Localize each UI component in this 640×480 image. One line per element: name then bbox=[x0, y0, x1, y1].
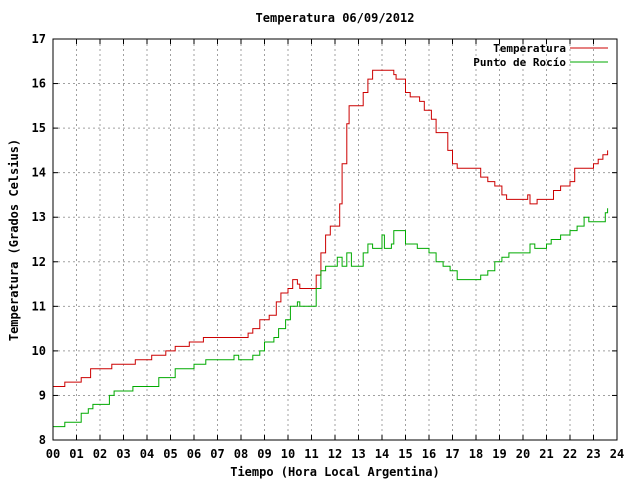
x-tick-label: 24 bbox=[610, 447, 624, 461]
x-tick-label: 07 bbox=[210, 447, 224, 461]
grid bbox=[53, 39, 617, 440]
x-tick-label: 03 bbox=[116, 447, 130, 461]
legend-label-punto-de-rocio: Punto de Rocío bbox=[473, 56, 566, 69]
y-tick-label: 12 bbox=[32, 255, 46, 269]
x-tick-label: 14 bbox=[375, 447, 389, 461]
x-tick-label: 21 bbox=[539, 447, 553, 461]
chart-title: Temperatura 06/09/2012 bbox=[256, 11, 415, 25]
y-tick-label: 16 bbox=[32, 77, 46, 91]
y-tick-label: 9 bbox=[39, 388, 46, 402]
series-line-punto-de-rocio bbox=[53, 208, 609, 428]
x-axis-label: Tiempo (Hora Local Argentina) bbox=[230, 465, 440, 479]
series-line-temperatura bbox=[53, 69, 609, 387]
x-tick-label: 18 bbox=[469, 447, 483, 461]
x-tick-label: 23 bbox=[586, 447, 600, 461]
x-tick-label: 20 bbox=[516, 447, 530, 461]
x-tick-label: 10 bbox=[281, 447, 295, 461]
y-tick-label: 10 bbox=[32, 344, 46, 358]
x-tick-label: 06 bbox=[187, 447, 201, 461]
y-axis-label: Temperatura (Grados Celsius) bbox=[7, 139, 21, 341]
x-tick-label: 01 bbox=[69, 447, 83, 461]
y-tick-label: 15 bbox=[32, 121, 46, 135]
axis-ticks: 00 01 02 03 04 05 06 07 08 09 10 11 12 13 14 15 16 17 18 19… bbox=[32, 32, 625, 461]
x-tick-label: 13 bbox=[351, 447, 365, 461]
x-tick-label: 17 bbox=[445, 447, 459, 461]
series-lines bbox=[53, 69, 609, 428]
x-tick-label: 05 bbox=[163, 447, 177, 461]
y-tick-label: 14 bbox=[32, 166, 46, 180]
y-tick-label: 8 bbox=[39, 433, 46, 447]
x-tick-label: 15 bbox=[398, 447, 412, 461]
x-tick-label: 19 bbox=[492, 447, 506, 461]
x-tick-label: 09 bbox=[257, 447, 271, 461]
x-tick-label: 16 bbox=[422, 447, 436, 461]
x-tick-label: 22 bbox=[563, 447, 577, 461]
x-tick-label: 00 bbox=[46, 447, 60, 461]
x-tick-label: 08 bbox=[234, 447, 248, 461]
x-tick-label: 12 bbox=[328, 447, 342, 461]
y-tick-label: 13 bbox=[32, 210, 46, 224]
legend: Temperatura Punto de Rocío bbox=[473, 42, 608, 69]
y-tick-label: 17 bbox=[32, 32, 46, 46]
legend-label-temperatura: Temperatura bbox=[493, 42, 566, 55]
x-tick-label: 11 bbox=[304, 447, 318, 461]
y-tick-label: 11 bbox=[32, 299, 46, 313]
x-tick-label: 02 bbox=[93, 447, 107, 461]
x-tick-label: 04 bbox=[140, 447, 154, 461]
